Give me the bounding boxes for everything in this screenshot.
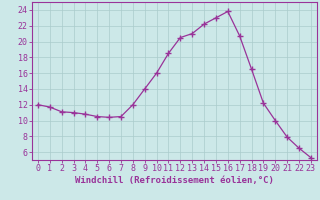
X-axis label: Windchill (Refroidissement éolien,°C): Windchill (Refroidissement éolien,°C) xyxy=(75,176,274,185)
